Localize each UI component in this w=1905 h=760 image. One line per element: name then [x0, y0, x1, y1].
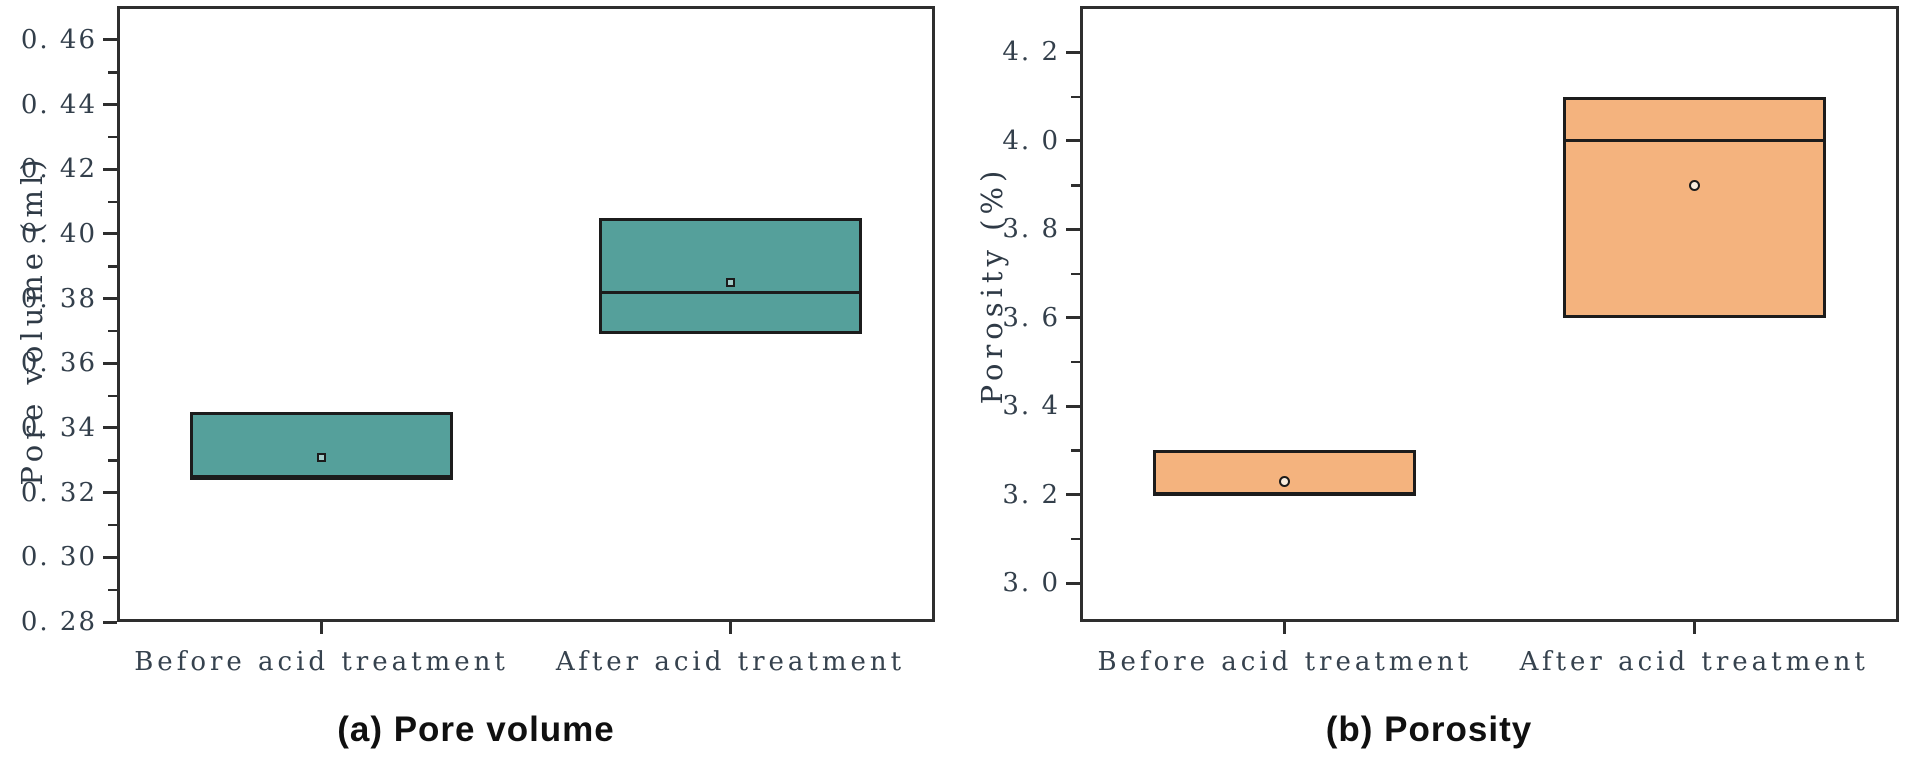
y-minor-tick-pore-volume [108, 394, 117, 398]
x-category-label-porosity: After acid treatment [1519, 647, 1869, 677]
y-major-tick-pore-volume [103, 232, 117, 236]
y-minor-tick-pore-volume [108, 329, 117, 333]
y-minor-tick-porosity [1071, 95, 1080, 99]
y-tick-label-pore-volume: 0. 44 [20, 89, 97, 120]
y-major-tick-porosity [1066, 316, 1080, 320]
y-tick-label-pore-volume: 0. 32 [20, 477, 97, 508]
y-major-tick-pore-volume [103, 555, 117, 559]
y-major-tick-porosity [1066, 404, 1080, 408]
x-category-tick-porosity [1283, 622, 1287, 634]
y-major-tick-pore-volume [103, 491, 117, 495]
y-tick-label-porosity: 3. 4 [1002, 391, 1060, 422]
y-minor-tick-porosity [1071, 360, 1080, 364]
box-after-pore-volume [599, 217, 862, 335]
y-major-tick-pore-volume [103, 426, 117, 430]
x-category-label-pore-volume: After acid treatment [555, 647, 906, 677]
y-tick-label-porosity: 3. 2 [1002, 479, 1060, 510]
y-major-tick-porosity [1066, 227, 1080, 231]
y-tick-label-pore-volume: 0. 40 [20, 218, 97, 249]
x-category-tick-pore-volume [729, 622, 732, 634]
y-minor-tick-pore-volume [108, 459, 117, 462]
y-tick-label-pore-volume: 0. 38 [20, 283, 97, 314]
mean-marker-before-porosity [1279, 475, 1291, 487]
y-tick-label-pore-volume: 0. 34 [20, 412, 97, 443]
y-major-tick-pore-volume [103, 620, 117, 624]
y-minor-tick-pore-volume [108, 265, 117, 268]
y-tick-label-porosity: 4. 2 [1002, 37, 1060, 68]
y-tick-label-pore-volume: 0. 36 [20, 348, 97, 379]
y-minor-tick-pore-volume [108, 135, 117, 139]
y-major-tick-pore-volume [103, 297, 117, 301]
y-major-tick-pore-volume [103, 103, 117, 107]
y-minor-tick-porosity [1071, 184, 1080, 187]
y-major-tick-porosity [1066, 139, 1080, 143]
y-tick-label-porosity: 3. 0 [1002, 568, 1060, 599]
mean-marker-after-porosity [1688, 179, 1700, 191]
caption-a: (a) Pore volume [337, 710, 615, 749]
y-tick-label-porosity: 3. 8 [1002, 214, 1060, 245]
x-category-label-porosity: Before acid treatment [1097, 647, 1473, 677]
x-category-label-pore-volume: Before acid treatment [134, 647, 509, 677]
median-line-after-pore-volume [599, 290, 862, 294]
y-minor-tick-pore-volume [108, 71, 117, 74]
y-tick-label-pore-volume: 0. 28 [20, 607, 97, 637]
mean-marker-after-pore-volume [726, 277, 735, 287]
box-after-porosity [1562, 96, 1826, 318]
y-tick-label-porosity: 4. 0 [1002, 125, 1060, 156]
y-tick-label-porosity: 3. 6 [1002, 302, 1060, 333]
y-major-tick-pore-volume [103, 38, 117, 42]
mean-marker-before-pore-volume [317, 452, 326, 462]
caption-b: (b) Porosity [1325, 710, 1533, 749]
y-tick-label-pore-volume: 0. 30 [20, 542, 97, 573]
y-major-tick-porosity [1066, 50, 1080, 54]
y-tick-label-pore-volume: 0. 42 [20, 154, 97, 185]
y-minor-tick-pore-volume [108, 200, 117, 204]
x-category-tick-pore-volume [320, 622, 323, 634]
median-line-after-porosity [1562, 139, 1826, 143]
median-line-before-pore-volume [190, 474, 453, 478]
y-tick-label-pore-volume: 0. 46 [20, 24, 97, 55]
y-minor-tick-porosity [1071, 537, 1080, 541]
box-before-porosity [1153, 450, 1417, 495]
y-minor-tick-porosity [1071, 272, 1080, 276]
y-axis-title-porosity: Porosity (%) [975, 165, 1009, 405]
y-minor-tick-porosity [1071, 449, 1080, 452]
y-minor-tick-pore-volume [108, 523, 117, 527]
y-major-tick-porosity [1066, 493, 1080, 497]
box-before-pore-volume [190, 411, 453, 480]
y-minor-tick-pore-volume [108, 588, 117, 592]
x-category-tick-porosity [1692, 622, 1696, 634]
y-major-tick-pore-volume [103, 167, 117, 171]
y-major-tick-pore-volume [103, 361, 117, 365]
median-line-before-porosity [1153, 493, 1417, 497]
y-major-tick-porosity [1066, 581, 1080, 585]
